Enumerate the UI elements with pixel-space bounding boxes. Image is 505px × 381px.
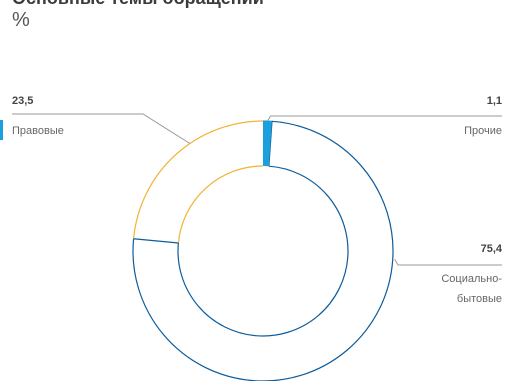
data-label-prochie-value: 1,1 bbox=[487, 95, 502, 107]
data-label-socialno-bytovye-value: 75,4 bbox=[481, 243, 503, 255]
data-label-socialno-bytovye-name-line1: Социально- bbox=[441, 273, 502, 285]
slice-outer-socialno-bytovye bbox=[132, 120, 394, 381]
leader-line-socialno-bytovye bbox=[394, 259, 502, 266]
slice-inner-socialno-bytovye bbox=[177, 165, 349, 337]
slice-outer-pravovye bbox=[132, 120, 264, 239]
data-label-prochie-name: Прочие bbox=[464, 125, 502, 137]
chart-title: Основные темы обращений bbox=[12, 0, 264, 8]
leader-line-prochie bbox=[267, 115, 502, 122]
legend-marker bbox=[0, 120, 3, 140]
data-label-pravovye-value: 23,5 bbox=[12, 95, 33, 107]
slice-separator-left bbox=[133, 238, 179, 244]
slice-inner-pravovye bbox=[177, 165, 264, 244]
data-label-socialno-bytovye-name-line2: бытовые bbox=[457, 293, 502, 305]
slice-prochie-wedge bbox=[263, 121, 272, 167]
data-label-pravovye-name: Правовые bbox=[12, 125, 64, 137]
leader-line-pravovye bbox=[12, 113, 191, 144]
chart-unit: % bbox=[12, 9, 30, 31]
